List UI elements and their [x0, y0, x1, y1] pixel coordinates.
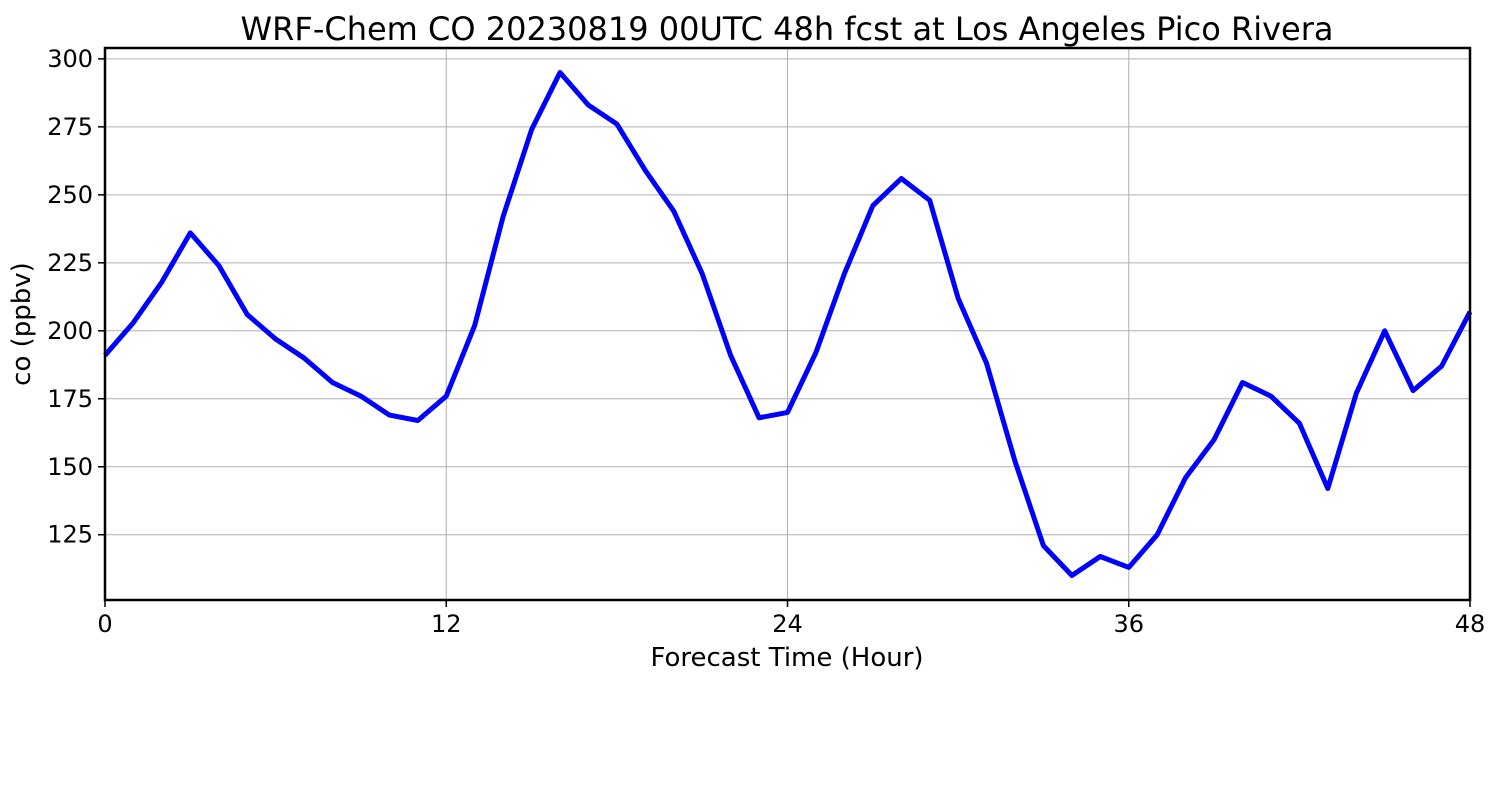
x-axis: 0 12 24 36 48 — [97, 600, 1485, 638]
x-tick-label: 12 — [431, 610, 462, 638]
y-tick-label: 275 — [47, 113, 93, 141]
x-tick-label: 0 — [97, 610, 112, 638]
x-tick-label: 24 — [772, 610, 803, 638]
x-tick-label: 36 — [1113, 610, 1144, 638]
grid — [104, 48, 1471, 600]
y-tick-label: 125 — [47, 521, 93, 549]
y-tick-label: 175 — [47, 385, 93, 413]
chart-title: WRF-Chem CO 20230819 00UTC 48h fcst at L… — [241, 10, 1334, 48]
y-axis: 125 150 175 200 225 250 275 300 — [47, 45, 105, 549]
y-tick-label: 225 — [47, 249, 93, 277]
y-tick-label: 150 — [47, 453, 93, 481]
series-layer — [103, 70, 1473, 578]
y-tick-label: 300 — [47, 45, 93, 73]
y-tick-label: 200 — [47, 317, 93, 345]
x-axis-label: Forecast Time (Hour) — [650, 643, 923, 673]
series-line — [103, 70, 1473, 578]
x-tick-label: 48 — [1455, 610, 1486, 638]
y-tick-label: 250 — [47, 181, 93, 209]
y-axis-label: co (ppbv) — [7, 262, 37, 386]
